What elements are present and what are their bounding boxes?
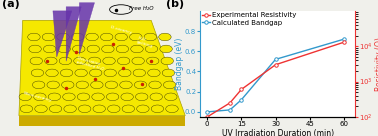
Ellipse shape [106, 93, 119, 101]
Ellipse shape [31, 69, 44, 77]
Ellipse shape [166, 105, 178, 113]
Ellipse shape [79, 105, 91, 113]
Ellipse shape [45, 57, 57, 65]
Ellipse shape [75, 69, 87, 77]
Ellipse shape [28, 33, 40, 41]
Ellipse shape [150, 93, 163, 101]
Ellipse shape [119, 69, 131, 77]
Ellipse shape [92, 93, 104, 101]
Ellipse shape [87, 45, 99, 53]
Ellipse shape [48, 93, 60, 101]
Text: (b): (b) [166, 0, 184, 9]
Ellipse shape [105, 81, 118, 89]
Ellipse shape [137, 105, 149, 113]
Ellipse shape [160, 45, 172, 53]
Ellipse shape [58, 45, 70, 53]
Ellipse shape [46, 69, 58, 77]
Ellipse shape [162, 69, 175, 77]
Ellipse shape [59, 57, 72, 65]
Ellipse shape [115, 33, 127, 41]
Ellipse shape [64, 105, 76, 113]
Ellipse shape [30, 57, 42, 65]
Polygon shape [79, 3, 94, 54]
Ellipse shape [63, 93, 75, 101]
Ellipse shape [43, 45, 56, 53]
Ellipse shape [161, 57, 174, 65]
Ellipse shape [35, 105, 47, 113]
Ellipse shape [122, 105, 135, 113]
X-axis label: UV Irradiation Duration (min): UV Irradiation Duration (min) [222, 129, 334, 136]
Ellipse shape [148, 69, 160, 77]
Ellipse shape [49, 105, 62, 113]
Ellipse shape [74, 57, 86, 65]
Ellipse shape [135, 93, 148, 101]
Ellipse shape [120, 81, 132, 89]
Ellipse shape [73, 45, 85, 53]
Ellipse shape [34, 93, 46, 101]
Polygon shape [19, 116, 185, 126]
Ellipse shape [116, 45, 129, 53]
Ellipse shape [164, 93, 177, 101]
Text: Di-vacancy: Di-vacancy [110, 25, 133, 35]
Text: Mono-vacancy: Mono-vacancy [23, 91, 53, 103]
Ellipse shape [60, 69, 73, 77]
Legend: Experimental Resistivity, Calculated Bandgap: Experimental Resistivity, Calculated Ban… [201, 12, 297, 26]
Ellipse shape [33, 81, 45, 89]
Text: Dissociative
adsorbed H₂O: Dissociative adsorbed H₂O [76, 56, 105, 72]
Ellipse shape [149, 81, 161, 89]
Ellipse shape [93, 105, 105, 113]
Ellipse shape [88, 57, 101, 65]
Ellipse shape [117, 57, 130, 65]
Ellipse shape [130, 33, 142, 41]
Ellipse shape [29, 45, 41, 53]
Polygon shape [66, 7, 81, 61]
Ellipse shape [121, 93, 133, 101]
Ellipse shape [103, 57, 115, 65]
Polygon shape [19, 20, 185, 116]
Ellipse shape [108, 105, 120, 113]
Ellipse shape [86, 33, 98, 41]
Y-axis label: Resistivity (Ω): Resistivity (Ω) [375, 37, 378, 91]
Text: Free H₂O: Free H₂O [129, 6, 153, 10]
Ellipse shape [101, 33, 113, 41]
Ellipse shape [19, 93, 31, 101]
Ellipse shape [147, 57, 159, 65]
Ellipse shape [42, 33, 55, 41]
Ellipse shape [104, 69, 116, 77]
Ellipse shape [71, 33, 84, 41]
Ellipse shape [77, 93, 90, 101]
Ellipse shape [151, 105, 164, 113]
Ellipse shape [62, 81, 74, 89]
Ellipse shape [145, 45, 158, 53]
Ellipse shape [134, 81, 147, 89]
Ellipse shape [159, 33, 171, 41]
Y-axis label: Bandgap (eV): Bandgap (eV) [175, 38, 184, 90]
Ellipse shape [133, 69, 146, 77]
Text: H₂O
Splitting: H₂O Splitting [136, 36, 155, 49]
Ellipse shape [47, 81, 59, 89]
Ellipse shape [102, 45, 114, 53]
Polygon shape [53, 11, 72, 57]
Ellipse shape [91, 81, 103, 89]
Ellipse shape [57, 33, 69, 41]
Ellipse shape [76, 81, 88, 89]
Ellipse shape [132, 57, 144, 65]
Text: (a): (a) [2, 0, 20, 9]
Ellipse shape [163, 81, 176, 89]
Ellipse shape [131, 45, 143, 53]
Ellipse shape [90, 69, 102, 77]
Ellipse shape [20, 105, 33, 113]
Ellipse shape [144, 33, 156, 41]
